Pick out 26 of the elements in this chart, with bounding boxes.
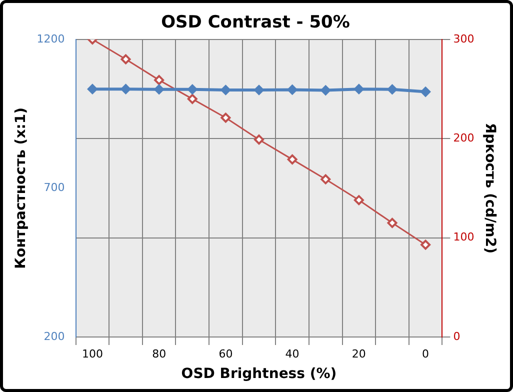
- point: [420, 240, 431, 250]
- x-tick-label: 0: [422, 347, 430, 360]
- y-tick-label: 1200: [36, 32, 65, 46]
- y-tick-label: 200: [44, 330, 65, 343]
- point: [187, 94, 198, 104]
- y2-axis-title: Яркость (cd/m2): [482, 122, 498, 254]
- x-tick-label: 40: [285, 347, 300, 360]
- point: [120, 54, 131, 64]
- point: [154, 75, 164, 86]
- x-tick-label: 100: [82, 347, 103, 360]
- y-tick-label: 700: [44, 181, 65, 194]
- point: [320, 174, 331, 184]
- y2-tick-label: 200: [453, 131, 474, 144]
- point: [387, 218, 398, 228]
- y-axis-title: Контрастность (x:1): [13, 108, 30, 269]
- point: [220, 112, 231, 123]
- x-tick-label: 60: [218, 347, 233, 360]
- y2-tick-label: 0: [453, 330, 460, 343]
- y2-tick-label: 300: [453, 32, 474, 46]
- point: [287, 154, 298, 164]
- x-tick-label: 20: [352, 347, 366, 360]
- point: [254, 134, 264, 145]
- point: [354, 195, 364, 206]
- y2-tick-label: 100: [453, 230, 474, 244]
- chart-title: OSD Contrast - 50%: [161, 12, 350, 33]
- x-tick-label: 80: [152, 347, 166, 360]
